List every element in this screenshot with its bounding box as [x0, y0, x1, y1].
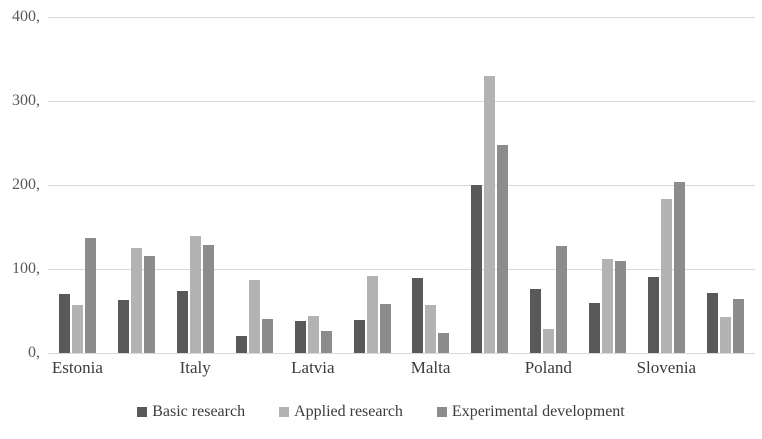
bar-experimental-development: [84, 238, 96, 353]
legend-swatch: [137, 407, 148, 417]
x-axis-label-empty: [107, 358, 166, 378]
x-axis-label-poland: Poland: [524, 358, 572, 377]
bar-applied-research: [543, 329, 555, 353]
x-axis-label-empty: [460, 358, 519, 378]
bar-experimental-development: [143, 256, 155, 353]
bar-basic-research: [707, 293, 719, 353]
bar-experimental-development: [202, 245, 214, 353]
legend-label: Experimental development: [451, 403, 625, 420]
bar-experimental-development: [733, 299, 745, 353]
bar-experimental-development: [497, 145, 509, 353]
bar-applied-research: [71, 305, 83, 353]
y-tick-label: 300,: [12, 92, 40, 109]
gridline: [48, 17, 755, 18]
bar-basic-research: [294, 321, 306, 353]
gridline: [48, 269, 755, 270]
bar-applied-research: [720, 317, 732, 353]
bar-group: [696, 17, 755, 353]
bar-experimental-development: [674, 182, 686, 353]
x-axis-label-empty: [225, 358, 284, 378]
y-tick-label: 100,: [12, 260, 40, 277]
bar-basic-research: [58, 294, 70, 353]
plot-area: [48, 17, 755, 354]
legend-item-basic-research: Basic research: [137, 403, 245, 421]
legend-label: Applied research: [294, 403, 403, 420]
bar-group: [225, 17, 284, 353]
y-tick-label: 400,: [12, 8, 40, 25]
x-axis-label-italy: Italy: [179, 358, 211, 377]
x-axis-label-estonia: Estonia: [51, 358, 103, 377]
bar-group-latvia: [284, 17, 343, 353]
bar-basic-research: [353, 320, 365, 353]
x-axis-labels-row: Estonia Italy Latvia Malta Poland Slovenia: [48, 358, 755, 378]
bar-group-poland: [519, 17, 578, 353]
bar-group-slovenia: [637, 17, 696, 353]
y-tick-label: 0,: [28, 344, 40, 361]
bar-applied-research: [484, 76, 496, 353]
bar-basic-research: [117, 300, 129, 353]
chart-legend: Basic research Applied research Experiment…: [0, 403, 762, 421]
bar-experimental-development: [320, 331, 332, 353]
bar-group: [578, 17, 637, 353]
legend-swatch: [279, 407, 290, 417]
legend-item-applied-research: Applied research: [279, 403, 403, 421]
bar-group-estonia: [48, 17, 107, 353]
bar-experimental-development: [379, 304, 391, 353]
bar-basic-research: [176, 291, 188, 353]
gridline: [48, 101, 755, 102]
x-axis-label-empty: [578, 358, 637, 378]
bar-group: [107, 17, 166, 353]
bar-experimental-development: [261, 319, 273, 353]
x-axis-label-latvia: Latvia: [291, 358, 335, 377]
bar-applied-research: [425, 305, 437, 353]
bar-basic-research: [412, 278, 424, 353]
bar-applied-research: [130, 248, 142, 353]
bar-applied-research: [189, 236, 201, 353]
bar-applied-research: [661, 199, 673, 353]
bar-experimental-development: [438, 333, 450, 353]
bar-basic-research: [530, 289, 542, 353]
bar-applied-research: [307, 316, 319, 353]
bar-group-italy: [166, 17, 225, 353]
bar-experimental-development: [615, 261, 627, 353]
bar-applied-research: [602, 259, 614, 353]
legend-swatch: [436, 407, 447, 417]
bar-basic-research: [648, 277, 660, 353]
legend-label: Basic research: [152, 403, 246, 420]
y-tick-label: 200,: [12, 176, 40, 193]
bar-basic-research: [589, 303, 601, 353]
bar-group: [343, 17, 402, 353]
x-axis-label-empty: [342, 358, 401, 378]
bar-experimental-development: [556, 246, 568, 353]
gridline: [48, 353, 755, 354]
bar-applied-research: [366, 276, 378, 353]
legend-item-experimental-development: Experimental development: [436, 403, 625, 421]
bar-basic-research: [235, 336, 247, 353]
gridline: [48, 185, 755, 186]
x-axis-label-malta: Malta: [410, 358, 451, 377]
x-axis-label-empty: [696, 358, 755, 378]
bar-applied-research: [248, 280, 260, 353]
bar-group-malta: [402, 17, 461, 353]
bar-groups-row: [48, 17, 755, 353]
x-axis-label-slovenia: Slovenia: [636, 358, 697, 377]
bar-group: [460, 17, 519, 353]
bar-basic-research: [471, 185, 483, 353]
